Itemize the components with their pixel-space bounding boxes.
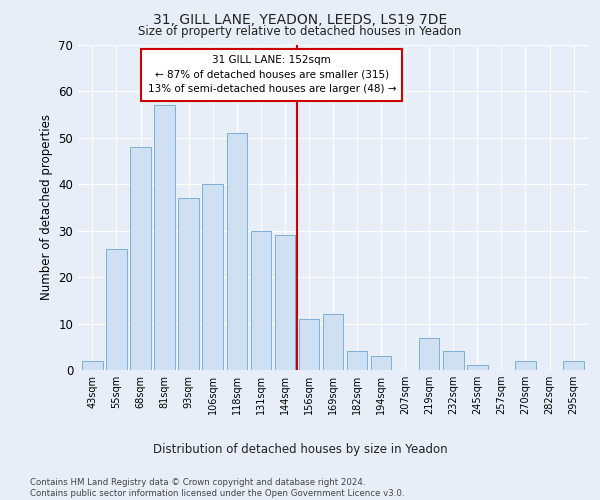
Bar <box>106 250 127 370</box>
Text: Distribution of detached houses by size in Yeadon: Distribution of detached houses by size … <box>152 442 448 456</box>
Text: 31, GILL LANE, YEADON, LEEDS, LS19 7DE: 31, GILL LANE, YEADON, LEEDS, LS19 7DE <box>153 12 447 26</box>
Bar <box>515 360 536 370</box>
Bar <box>371 356 391 370</box>
Bar <box>178 198 199 370</box>
Bar <box>419 338 439 370</box>
Bar <box>563 360 584 370</box>
Bar <box>130 147 151 370</box>
Text: 31 GILL LANE: 152sqm
← 87% of detached houses are smaller (315)
13% of semi-deta: 31 GILL LANE: 152sqm ← 87% of detached h… <box>148 54 396 94</box>
Y-axis label: Number of detached properties: Number of detached properties <box>40 114 53 300</box>
Text: Size of property relative to detached houses in Yeadon: Size of property relative to detached ho… <box>139 25 461 38</box>
Bar <box>82 360 103 370</box>
Bar <box>443 352 464 370</box>
Bar <box>275 236 295 370</box>
Bar <box>227 133 247 370</box>
Bar <box>299 319 319 370</box>
Bar <box>347 352 367 370</box>
Bar <box>154 106 175 370</box>
Bar <box>202 184 223 370</box>
Text: Contains HM Land Registry data © Crown copyright and database right 2024.
Contai: Contains HM Land Registry data © Crown c… <box>30 478 404 498</box>
Bar <box>467 366 488 370</box>
Bar <box>251 230 271 370</box>
Bar <box>323 314 343 370</box>
